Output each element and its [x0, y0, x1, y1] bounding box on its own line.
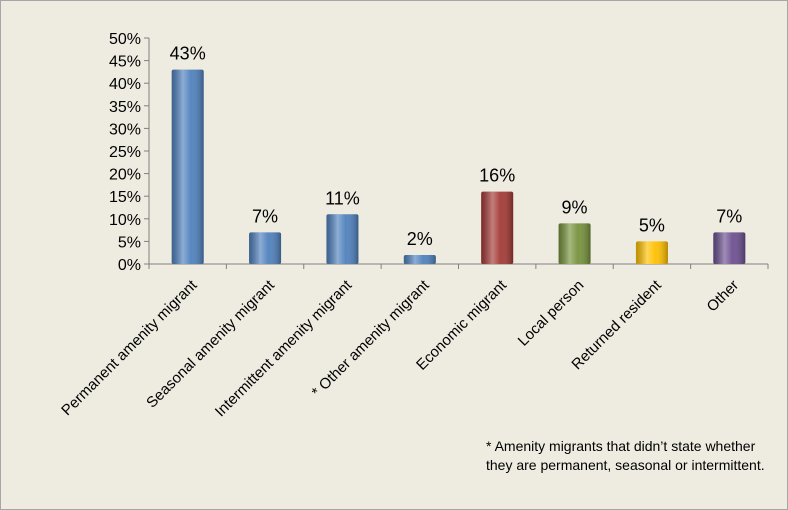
data-label: 11%	[325, 188, 360, 208]
y-tick-label: 0%	[118, 257, 141, 274]
bar-shading	[326, 214, 359, 264]
y-tick-label: 50%	[109, 31, 141, 48]
bar-shading	[558, 223, 591, 264]
y-tick-label: 25%	[109, 144, 141, 161]
category-label: Local person	[515, 277, 588, 350]
y-tick-label: 45%	[109, 54, 141, 71]
y-tick-label: 30%	[109, 121, 141, 138]
bars-group	[171, 69, 746, 264]
bar-shading	[713, 232, 746, 264]
x-axis-ticks	[148, 264, 769, 269]
data-label: 43%	[170, 44, 206, 64]
data-label: 16%	[479, 166, 515, 186]
data-labels-group: 43% 7% 11% 2% 16% 9% 5% 7%	[170, 44, 743, 249]
data-label: 7%	[716, 206, 742, 226]
data-label: 2%	[407, 229, 433, 249]
category-label: Intermittent amenity migrant	[212, 276, 356, 420]
category-label: Other	[704, 277, 743, 316]
bar-shading	[403, 254, 436, 264]
bar-shading	[249, 232, 282, 264]
bar-shading	[635, 241, 668, 264]
footnote: * Amenity migrants that didn’t state whe…	[486, 438, 765, 473]
y-tick-label: 35%	[109, 99, 141, 116]
category-label: Seasonal amenity migrant	[143, 276, 278, 411]
y-axis-ticks: 0% 5% 10% 15% 20% 25% 30% 35% 40% 45% 50%	[109, 31, 149, 274]
y-tick-label: 5%	[118, 234, 141, 251]
y-tick-label: 20%	[109, 167, 141, 184]
bar-shading	[171, 69, 204, 264]
bar-shading	[481, 191, 514, 264]
data-label: 9%	[562, 197, 588, 217]
data-label: 5%	[639, 215, 665, 235]
y-tick-label: 40%	[109, 76, 141, 93]
category-label: Permanent amenity migrant	[58, 276, 201, 419]
y-tick-label: 15%	[109, 189, 141, 206]
y-tick-label: 10%	[109, 212, 141, 229]
data-label: 7%	[252, 206, 278, 226]
